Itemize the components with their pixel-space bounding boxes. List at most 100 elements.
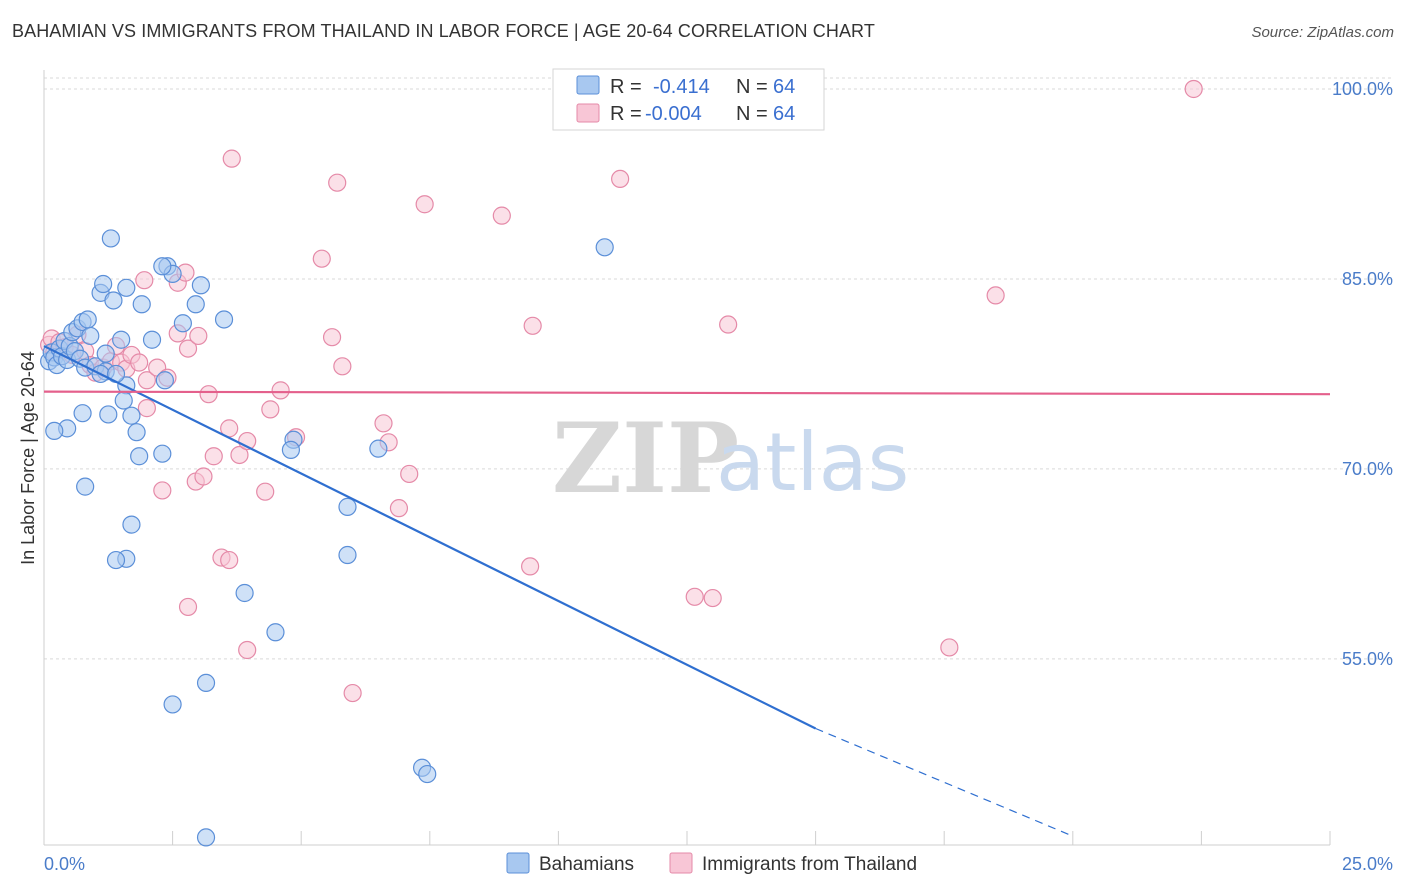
- thailand-point: [986, 286, 1005, 305]
- thailand-point: [222, 149, 241, 168]
- thailand-point: [271, 381, 290, 400]
- bahamian-point: [338, 497, 357, 516]
- thailand-point: [261, 400, 280, 419]
- axes: 0.0% 25.0%: [43, 70, 1393, 874]
- y-tick-label: 100.0%: [1332, 79, 1393, 99]
- thailand-point: [1184, 79, 1203, 99]
- series-legend: Bahamians Immigrants from Thailand: [506, 852, 917, 875]
- gridlines: 55.0% 70.0% 85.0% 100.0%: [44, 77, 1393, 669]
- legend-r-label: R =: [610, 103, 642, 125]
- bahamian-point: [101, 229, 120, 248]
- bahamian-point: [266, 623, 285, 642]
- bahamian-point: [191, 276, 210, 295]
- bahamian-point: [196, 673, 216, 693]
- thailand-point: [130, 353, 149, 372]
- thailand-point: [521, 557, 540, 576]
- thailand-point: [415, 195, 434, 214]
- correlation-legend: R = -0.414 N = 64 R = -0.004 N = 64: [552, 68, 825, 131]
- x-tick-label: 25.0%: [1342, 854, 1393, 874]
- bahamian-point: [76, 477, 95, 496]
- thailand-point: [178, 339, 198, 358]
- watermark-atlas: atlas: [716, 416, 909, 509]
- thailand-point: [189, 326, 208, 346]
- bahamian-point: [132, 295, 151, 314]
- watermark: ZIP atlas: [552, 402, 909, 515]
- thailand-point: [137, 399, 156, 418]
- bahamian-trendline-extension: [815, 727, 1074, 837]
- bahamian-point: [73, 404, 92, 423]
- bahamian-trendline: [43, 345, 817, 730]
- bahamian-point: [99, 405, 118, 424]
- thailand-point: [178, 597, 198, 617]
- bahamian-point: [214, 310, 234, 329]
- thailand-point: [153, 481, 172, 500]
- y-axis-title: In Labor Force | Age 20-64: [18, 351, 38, 565]
- thailand-point: [256, 482, 275, 501]
- thailand-point: [611, 169, 630, 189]
- thailand-point: [322, 328, 342, 347]
- legend-r-label: R =: [610, 76, 642, 98]
- y-tick-label: 70.0%: [1342, 459, 1393, 479]
- bahamian-point: [78, 310, 97, 329]
- legend-r-value: -0.414: [653, 76, 710, 98]
- thailand-point: [328, 173, 347, 192]
- legend-n-label: N =: [736, 76, 768, 98]
- legend-swatch-thailand: [576, 103, 600, 123]
- chart-title: BAHAMIAN VS IMMIGRANTS FROM THAILAND IN …: [12, 21, 875, 41]
- thailand-point: [238, 640, 257, 660]
- bahamian-point: [173, 314, 192, 333]
- thailand-point: [194, 467, 213, 486]
- source-label: Source: ZipAtlas.com: [1251, 24, 1394, 41]
- watermark-zip: ZIP: [552, 402, 739, 515]
- bahamian-point: [127, 423, 146, 442]
- legend-n-value: 64: [773, 76, 795, 98]
- bahamian-point: [196, 828, 216, 847]
- legend-n-label: N =: [736, 103, 768, 125]
- bahamian-point: [369, 439, 388, 458]
- bahamian-point: [338, 545, 357, 565]
- bahamian-point: [163, 695, 182, 714]
- thailand-point: [312, 249, 331, 268]
- bahamian-point: [595, 238, 614, 257]
- legend-swatch-bahamians: [576, 75, 600, 95]
- bahamian-point: [94, 274, 113, 294]
- thailand-point: [343, 683, 362, 703]
- thailand-point: [204, 447, 223, 466]
- thailand-point: [940, 638, 959, 657]
- bahamian-points: [40, 229, 614, 847]
- thailand-point: [374, 414, 393, 433]
- thailand-point: [333, 357, 352, 376]
- x-tick-label: 0.0%: [44, 854, 85, 874]
- bahamian-point: [117, 278, 136, 297]
- thailand-point: [389, 499, 409, 518]
- bahamian-point: [112, 330, 131, 349]
- thailand-point: [137, 371, 156, 390]
- bahamian-point: [186, 295, 205, 314]
- thailand-point: [703, 588, 722, 608]
- bahamian-point: [153, 444, 172, 463]
- thailand-point: [523, 316, 542, 335]
- thailand-point: [492, 206, 511, 225]
- thailand-point: [220, 550, 239, 570]
- bahamian-point: [155, 371, 174, 390]
- bahamian-point: [122, 515, 141, 534]
- bahamian-point: [122, 406, 141, 425]
- thailand-point: [400, 464, 419, 484]
- bahamian-point: [106, 550, 126, 570]
- thailand-point: [230, 445, 249, 465]
- thailand-point: [135, 271, 154, 290]
- bahamian-point: [104, 291, 123, 310]
- bahamian-point: [235, 583, 254, 603]
- thailand-point: [719, 315, 738, 334]
- thailand-point: [199, 385, 218, 404]
- bahamian-point: [114, 391, 133, 410]
- legend-r-value: -0.004: [645, 103, 702, 125]
- y-tick-label: 85.0%: [1342, 269, 1393, 289]
- bahamian-point: [153, 257, 172, 276]
- bahamian-point: [130, 447, 149, 466]
- bahamian-point: [45, 421, 64, 441]
- bahamian-point: [418, 764, 437, 784]
- legend-swatch-thailand: [669, 852, 693, 874]
- thailand-trendline: [43, 390, 1331, 396]
